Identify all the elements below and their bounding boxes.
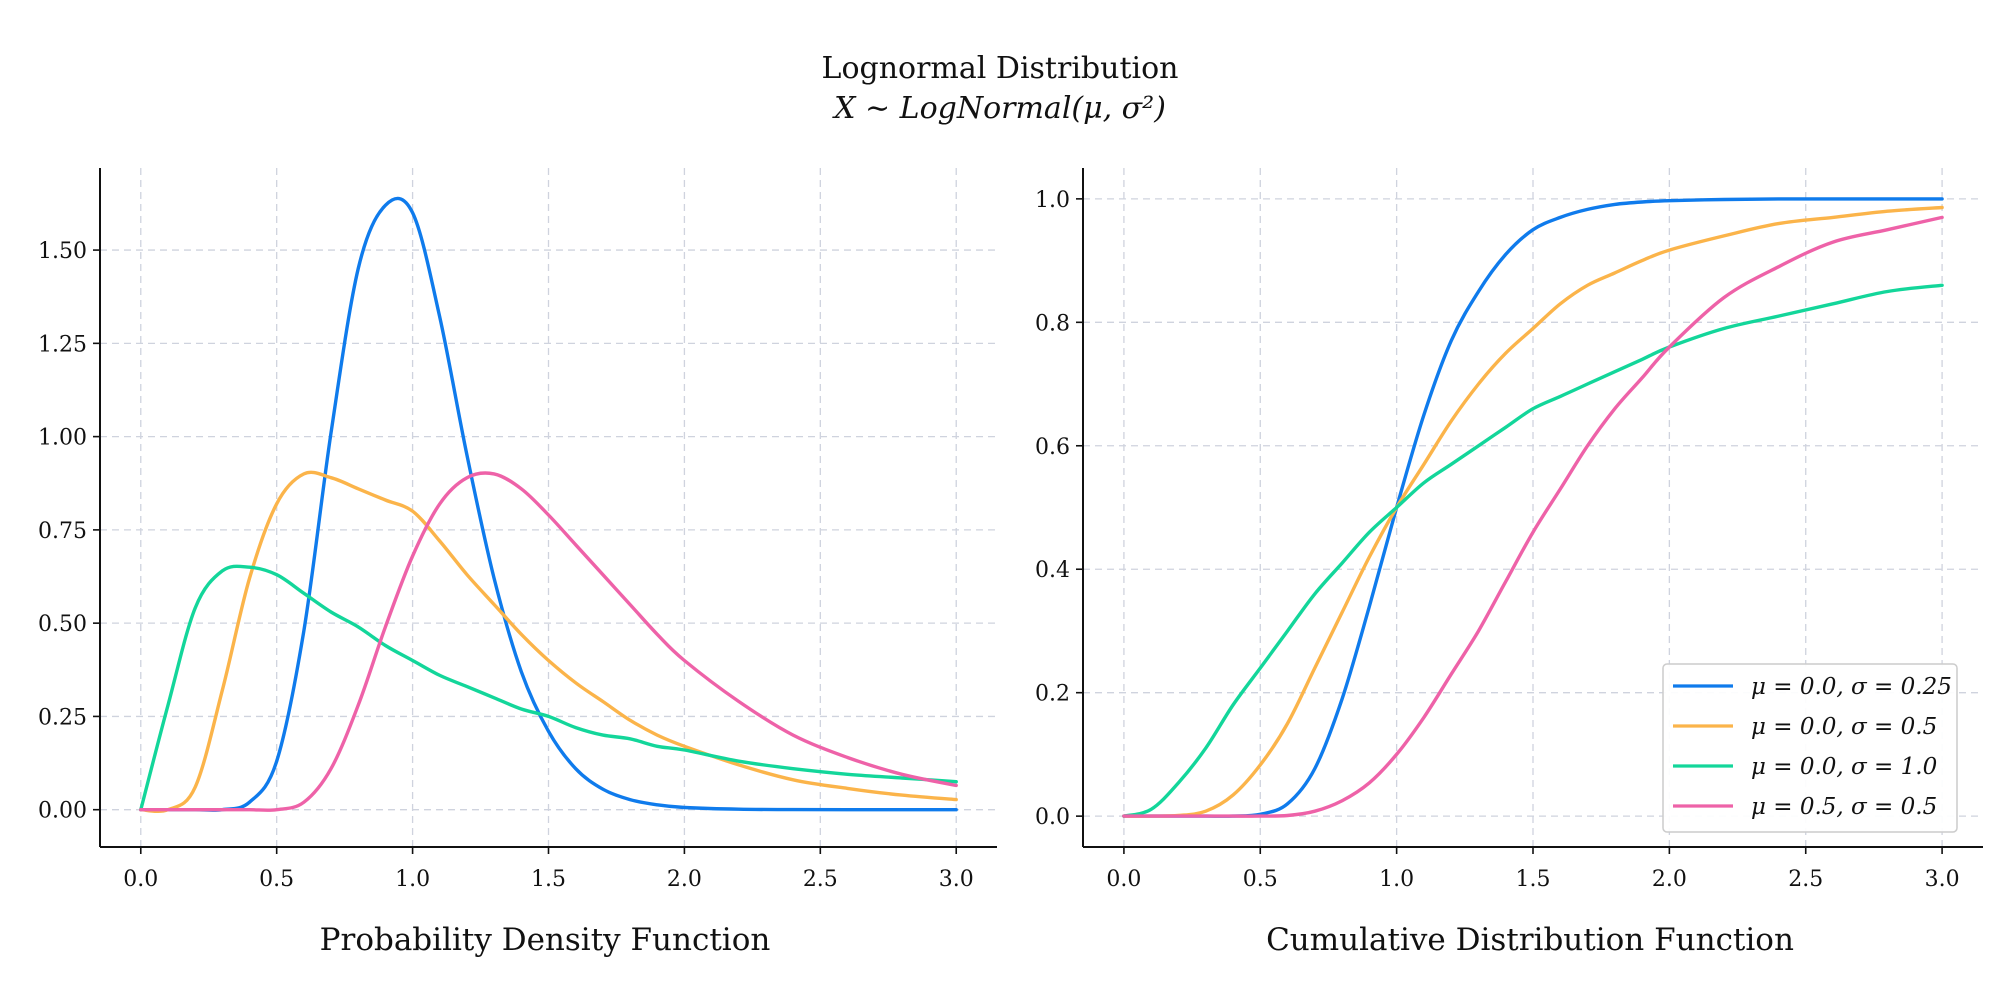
- cdf-x-tick-label: 0.0: [1106, 867, 1141, 892]
- cdf-y-tick-label: 0.2: [1035, 682, 1070, 707]
- pdf-chart: 0.0 0.5 1.0 1.5 2.0 2.5 3.0 0.00 0.25 0.50 0.75 1.…: [38, 168, 997, 958]
- figure-subtitle: X ∼ LogNormal(μ, σ²): [832, 91, 1166, 126]
- legend: μ = 0.0, σ = 0.25 μ = 0.0, σ = 0.5 μ = 0…: [1662, 663, 1958, 833]
- cdf-y-tick-label: 0.8: [1035, 311, 1070, 336]
- pdf-x-tick-label: 0.0: [123, 867, 158, 892]
- pdf-x-tick-label: 2.0: [667, 867, 702, 892]
- legend-entry: μ = 0.0, σ = 0.5: [1673, 714, 1937, 740]
- cdf-y-ticks: 0.0 0.2 0.4 0.6 0.8 1.0: [1035, 188, 1083, 830]
- pdf-grid: [100, 168, 997, 847]
- pdf-y-ticks: 0.00 0.25 0.50 0.75 1.00 1.25 1.50: [38, 239, 100, 824]
- pdf-y-tick-label: 0.75: [38, 519, 87, 544]
- pdf-y-tick-label: 1.50: [38, 239, 87, 264]
- legend-label: μ = 0.5, σ = 0.5: [1751, 794, 1937, 820]
- legend-entry: μ = 0.0, σ = 0.25: [1673, 674, 1952, 700]
- legend-entry: μ = 0.5, σ = 0.5: [1673, 794, 1937, 820]
- cdf-y-tick-label: 0.0: [1035, 805, 1070, 830]
- pdf-x-tick-label: 3.0: [939, 867, 974, 892]
- pdf-x-ticks: 0.0 0.5 1.0 1.5 2.0 2.5 3.0: [123, 847, 974, 892]
- cdf-x-tick-label: 2.0: [1652, 867, 1687, 892]
- cdf-x-ticks: 0.0 0.5 1.0 1.5 2.0 2.5 3.0: [1106, 847, 1960, 892]
- pdf-series-line-4: [139, 471, 958, 812]
- pdf-x-tick-label: 1.5: [531, 867, 566, 892]
- cdf-x-tick-label: 1.0: [1379, 867, 1414, 892]
- cdf-series-line-3: [1122, 283, 1944, 818]
- pdf-x-tick-label: 2.5: [803, 867, 838, 892]
- cdf-y-tick-label: 1.0: [1035, 188, 1070, 213]
- pdf-series-group: [139, 196, 958, 814]
- pdf-y-tick-label: 1.00: [38, 426, 87, 451]
- pdf-x-axis-label: Probability Density Function: [320, 922, 771, 958]
- pdf-series-line-1: [139, 196, 958, 812]
- legend-entry: μ = 0.0, σ = 1.0: [1673, 754, 1937, 780]
- legend-label: μ = 0.0, σ = 1.0: [1751, 754, 1937, 780]
- cdf-x-tick-label: 3.0: [1925, 867, 1960, 892]
- cdf-y-tick-label: 0.4: [1035, 558, 1070, 583]
- cdf-chart: 0.0 0.5 1.0 1.5 2.0 2.5 3.0 0.0 0.2 0.4 0.6 0.8 1.0…: [1035, 168, 1983, 958]
- cdf-series-group: [1122, 197, 1944, 818]
- legend-label: μ = 0.0, σ = 0.25: [1751, 674, 1952, 700]
- legend-frame: [1662, 663, 1958, 833]
- cdf-x-axis-label: Cumulative Distribution Function: [1266, 922, 1794, 958]
- cdf-series-line-4: [1122, 215, 1944, 818]
- pdf-series-line-3: [139, 564, 958, 812]
- cdf-x-tick-label: 0.5: [1243, 867, 1278, 892]
- cdf-x-tick-label: 2.5: [1788, 867, 1823, 892]
- pdf-y-tick-label: 0.25: [38, 705, 87, 730]
- pdf-y-tick-label: 0.00: [38, 799, 87, 824]
- figure-title: Lognormal Distribution: [822, 51, 1179, 86]
- pdf-x-tick-label: 1.0: [395, 867, 430, 892]
- pdf-x-tick-label: 0.5: [259, 867, 294, 892]
- pdf-series-line-2: [139, 470, 958, 814]
- legend-label: μ = 0.0, σ = 0.5: [1751, 714, 1937, 740]
- pdf-y-tick-label: 1.25: [38, 332, 87, 357]
- cdf-x-tick-label: 1.5: [1516, 867, 1551, 892]
- cdf-series-line-2: [1122, 205, 1944, 818]
- cdf-y-tick-label: 0.6: [1035, 435, 1070, 460]
- pdf-y-tick-label: 0.50: [38, 612, 87, 637]
